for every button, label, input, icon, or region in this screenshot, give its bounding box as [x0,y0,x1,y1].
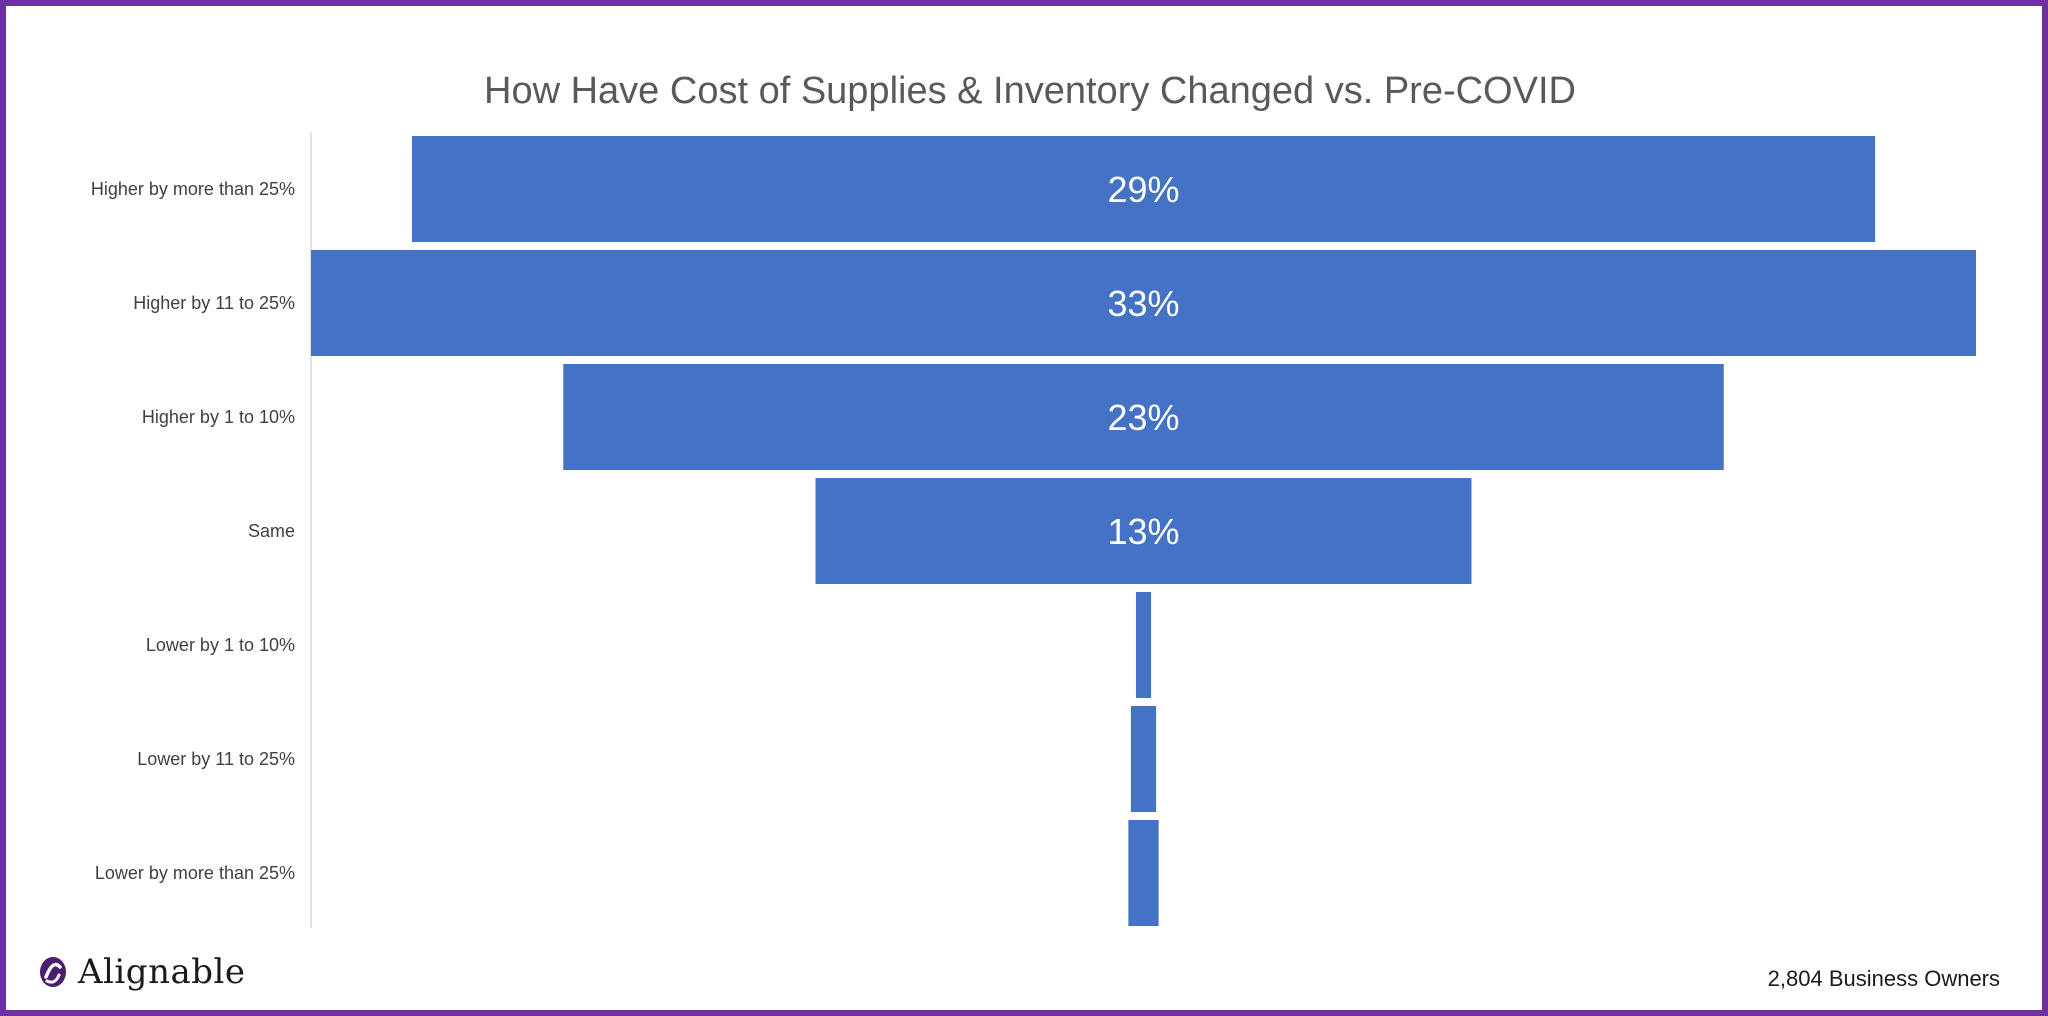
chart-title: How Have Cost of Supplies & Inventory Ch… [484,70,1576,112]
category-label: Lower by more than 25% [95,863,295,883]
category-label: Higher by 11 to 25% [133,293,295,313]
funnel-bar [411,136,1876,242]
funnel-bar [311,250,1976,356]
category-label: Lower by 11 to 25% [137,749,295,769]
funnel-bar [1135,592,1152,698]
bars-layer: Higher by more than 25% 29% Higher by 11 t… [91,136,1976,926]
category-label: Higher by 1 to 10% [142,407,295,427]
category-label: Lower by 1 to 10% [146,635,295,655]
data-label: 23% [1107,397,1179,438]
logo-wordmark: Alignable [78,952,246,992]
data-label: 13% [1107,511,1179,552]
funnel-bar [815,478,1472,584]
alignable-logo: Alignable [38,952,246,992]
alignable-logo-icon [40,957,66,987]
category-label: Same [248,521,295,541]
data-label: 33% [1107,283,1179,324]
respondent-count: 2,804 Business Owners [1767,966,2000,991]
funnel-bar [1130,706,1157,812]
category-label: Higher by more than 25% [91,179,295,199]
funnel-bar [563,364,1724,470]
data-label: 29% [1107,169,1179,210]
funnel-bar [1128,820,1159,926]
